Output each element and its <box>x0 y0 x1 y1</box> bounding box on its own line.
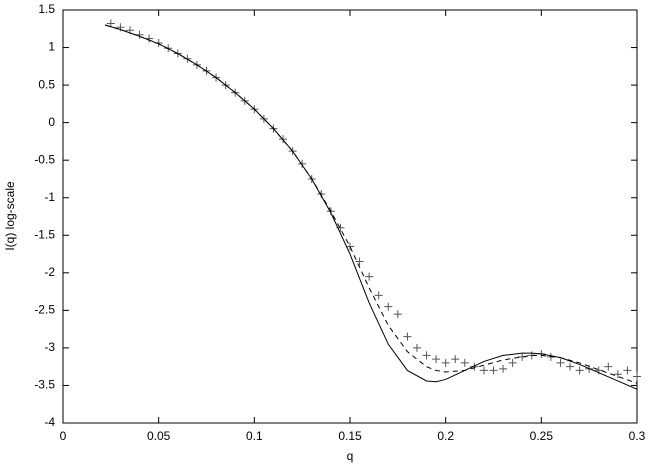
x-tick-label: 0.3 <box>629 429 646 443</box>
y-tick-label: -0.5 <box>34 152 55 166</box>
data-point <box>499 364 508 373</box>
data-point <box>346 242 354 251</box>
data-point <box>508 358 517 367</box>
y-tick-label: 0.5 <box>38 77 55 91</box>
data-point <box>106 19 115 28</box>
data-point <box>594 366 603 375</box>
y-tick-label: -3 <box>44 340 55 354</box>
x-tick-label: 0.15 <box>338 429 362 443</box>
data-point <box>460 358 469 367</box>
data-point <box>432 355 441 364</box>
y-tick-label: -1.5 <box>34 227 55 241</box>
x-tick-label: 0.1 <box>246 429 263 443</box>
data-point <box>556 358 565 367</box>
data-point <box>613 370 622 379</box>
data-point <box>489 366 498 375</box>
data-point <box>393 310 402 319</box>
dashed-curve <box>104 24 638 384</box>
data-point <box>422 351 431 360</box>
data-point <box>623 366 632 375</box>
data-point <box>355 257 364 266</box>
solid-curve <box>104 24 638 390</box>
y-tick-label: -1 <box>44 190 55 204</box>
data-point <box>374 291 383 300</box>
data-point <box>575 366 584 375</box>
data-point <box>403 332 412 341</box>
x-tick-label: 0.05 <box>147 429 171 443</box>
x-axis-label: q <box>347 449 354 463</box>
data-point <box>566 362 575 371</box>
y-tick-label: 1 <box>48 40 55 54</box>
plot-frame <box>62 9 638 424</box>
y-tick-label: 0 <box>48 115 55 129</box>
data-point <box>451 355 460 364</box>
data-point <box>441 358 450 367</box>
data-point <box>412 343 421 352</box>
data-point <box>633 372 641 381</box>
data-point <box>470 362 479 371</box>
y-tick-label: -2.5 <box>34 303 55 317</box>
x-tick-label: 0.25 <box>530 429 554 443</box>
data-point <box>298 159 307 168</box>
y-axis-label: I(q) log-scale <box>3 181 17 251</box>
y-tick-label: -3.5 <box>34 378 55 392</box>
y-tick-label: -2 <box>44 265 55 279</box>
data-point <box>479 366 488 375</box>
data-point <box>604 362 613 371</box>
data-point <box>135 30 144 39</box>
y-tick-label: -4 <box>44 415 55 429</box>
x-tick-label: 0 <box>60 429 67 443</box>
data-point <box>365 272 374 281</box>
data-point <box>384 302 393 311</box>
y-tick-label: 1.5 <box>38 2 55 16</box>
x-tick-label: 0.2 <box>437 429 454 443</box>
